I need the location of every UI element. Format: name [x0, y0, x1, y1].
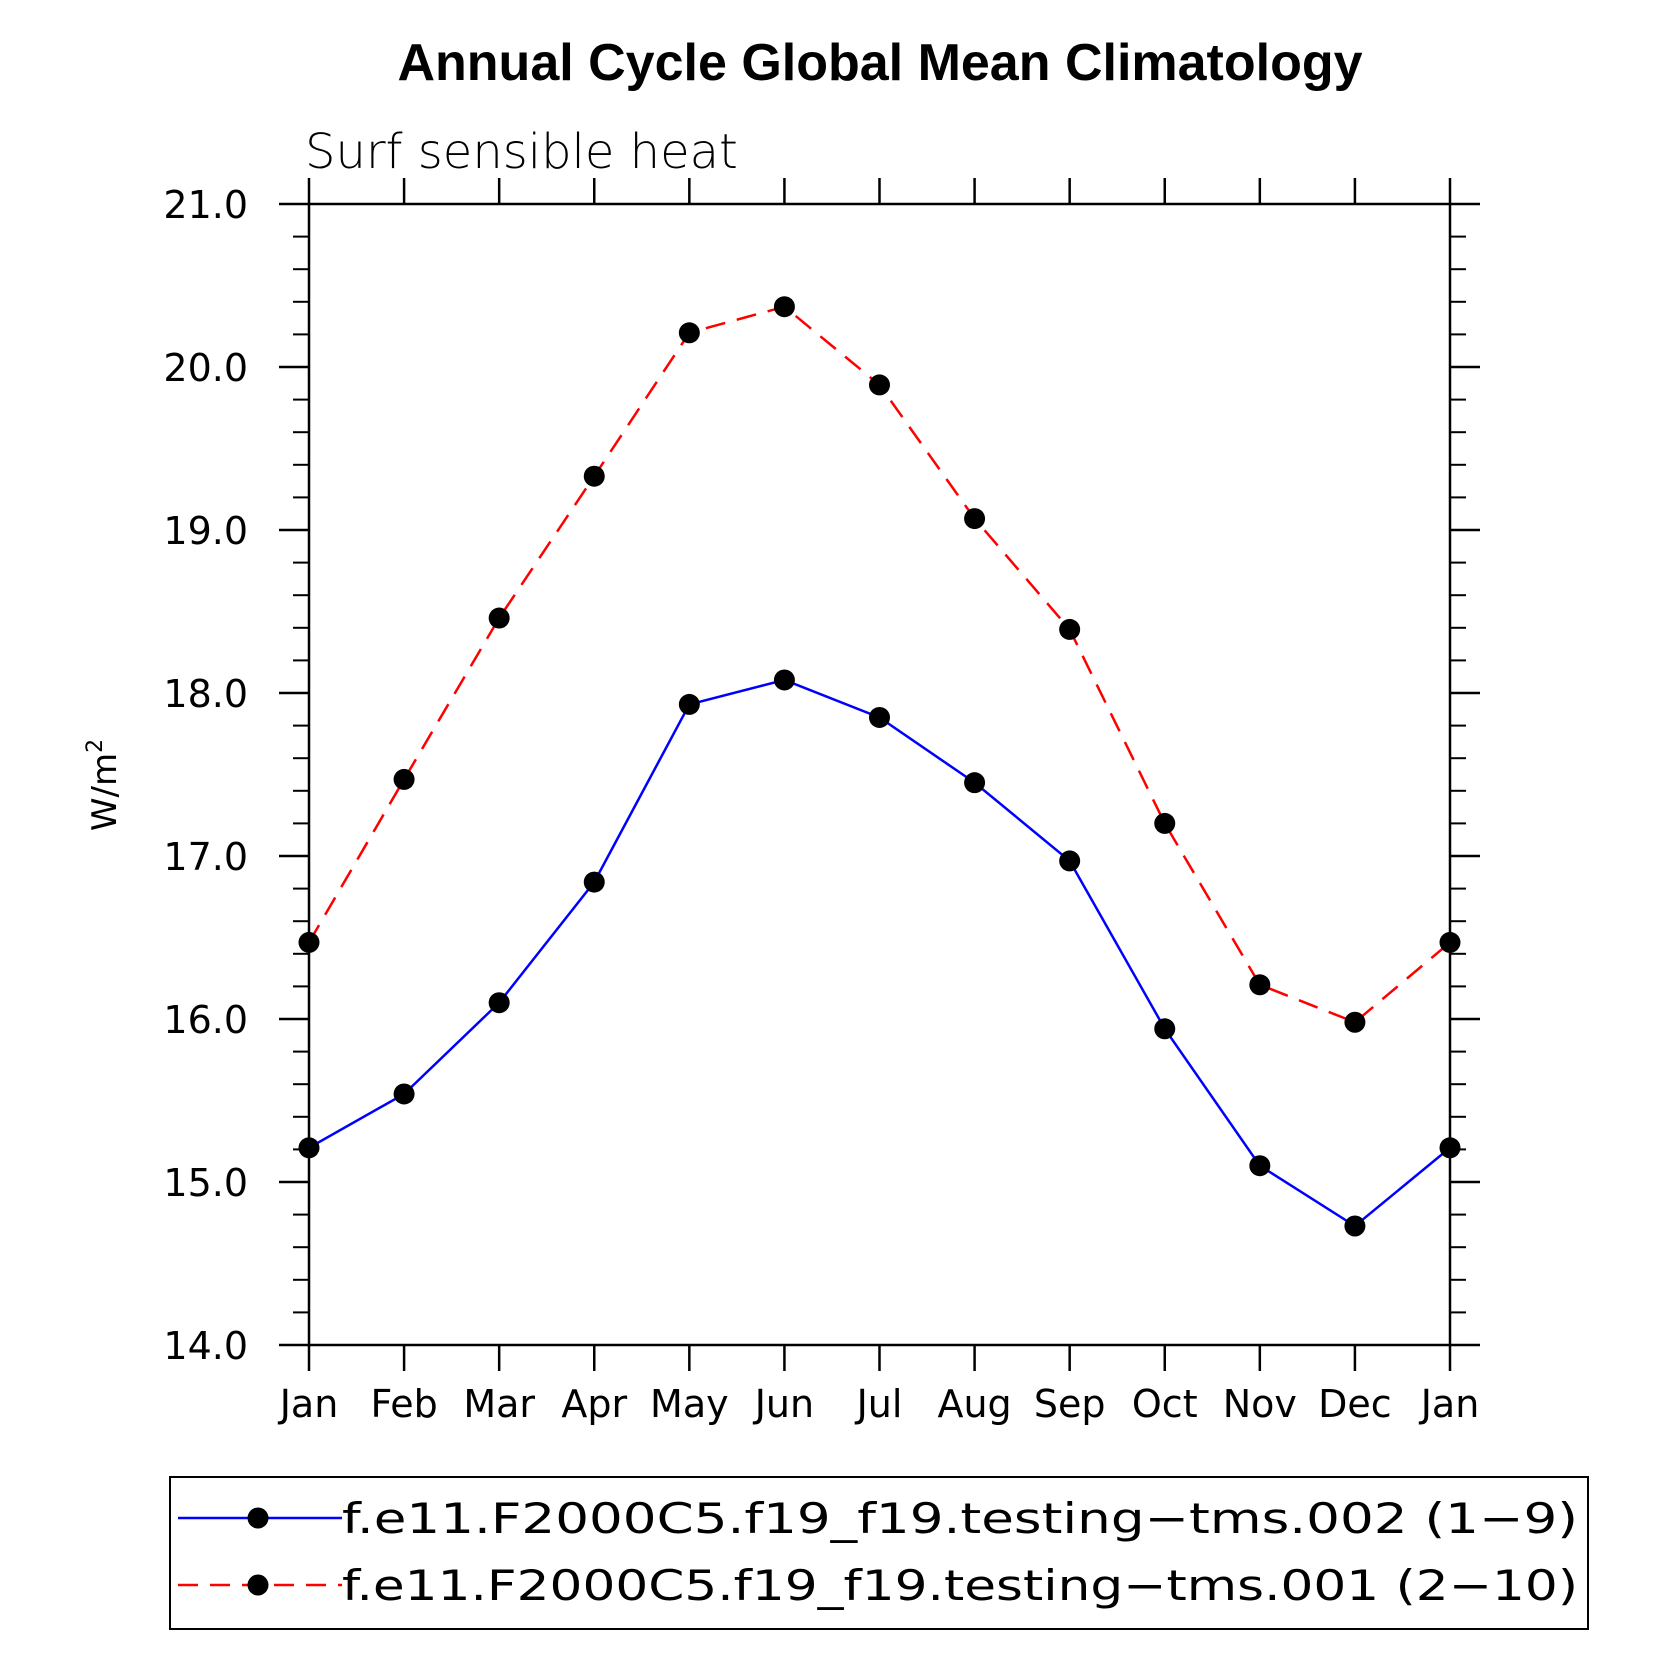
series-2-point [393, 768, 415, 790]
legend: f.e11.F2000C5.f19_f19.testing−tms.002 (1… [169, 1476, 1589, 1630]
series-2-point [1059, 618, 1081, 640]
series-2-point [869, 374, 890, 396]
series-1-point [773, 669, 795, 691]
legend-marker-1 [247, 1507, 269, 1529]
series-1-point [1439, 1137, 1461, 1159]
series-2-point [1154, 812, 1176, 834]
legend-label-2: f.e11.F2000C5.f19_f19.testing−tms.001 (2… [342, 1561, 1578, 1610]
x-tick-label: Jun [753, 1382, 814, 1426]
series-2-point [488, 607, 510, 629]
y-tick-label: 16.0 [163, 998, 248, 1042]
y-tick-label: 19.0 [163, 509, 248, 553]
x-tick-label: May [650, 1382, 729, 1426]
plot-area: Jan Feb Mar Apr May Jun Jul Aug Sep Oct Nov Dec Jan 1… [163, 178, 1480, 1426]
legend-label-1: f.e11.F2000C5.f19_f19.testing−tms.002 (1… [342, 1494, 1578, 1543]
series-1-point [869, 706, 890, 728]
y-axis-label: W/m2 [83, 739, 125, 831]
series-1-point [1059, 850, 1081, 872]
legend-box [169, 1476, 1589, 1630]
legend-marker-2 [247, 1574, 269, 1596]
series-line-2 [307, 305, 1451, 1024]
chart-title: Annual Cycle Global Mean Climatology [397, 34, 1362, 92]
x-tick-label: Aug [937, 1382, 1011, 1426]
x-tick-label: Apr [561, 1382, 627, 1426]
series-1-point [1249, 1155, 1271, 1177]
x-tick-label: Sep [1034, 1382, 1106, 1426]
y-tick-label: 15.0 [163, 1161, 248, 1205]
y-tick-label: 18.0 [163, 672, 248, 716]
x-tick-label: Dec [1318, 1382, 1392, 1426]
x-tick-label: Nov [1223, 1382, 1297, 1426]
series-1-point [393, 1083, 415, 1105]
x-tick-label: Jan [278, 1382, 339, 1426]
series-1-point [583, 871, 605, 893]
series-line-1 [308, 678, 1451, 1228]
series-2-point [298, 931, 320, 953]
x-tick-label: Mar [463, 1382, 535, 1426]
y-axis-label-base: W/m [85, 753, 125, 831]
y-tick-label: 20.0 [163, 346, 248, 390]
series-2-point [583, 465, 605, 487]
series-1-point [488, 992, 510, 1014]
y-tick-label: 14.0 [163, 1324, 248, 1368]
x-tick-label: Oct [1132, 1382, 1198, 1426]
series-1-point [1154, 1018, 1176, 1040]
x-tick-label: Jan [1419, 1382, 1480, 1426]
series-1-point [1344, 1215, 1366, 1237]
series-1-point [964, 772, 986, 794]
series-2-point [773, 296, 795, 318]
series-2-point [678, 322, 700, 344]
chart-subtitle: Surf sensible heat [305, 124, 738, 180]
y-tick-label: 17.0 [163, 835, 248, 879]
series-2-point [964, 508, 986, 530]
series-1-point [298, 1137, 320, 1159]
series-2-point [1249, 974, 1271, 996]
x-tick-label: Feb [370, 1382, 437, 1426]
y-tick-label: 21.0 [163, 183, 248, 227]
series-2-point [1439, 931, 1461, 953]
series-1-point [678, 693, 700, 715]
y-axis-label-superscript: 2 [83, 739, 108, 753]
series-2-point [1344, 1011, 1366, 1033]
x-tick-label: Jul [855, 1382, 903, 1426]
